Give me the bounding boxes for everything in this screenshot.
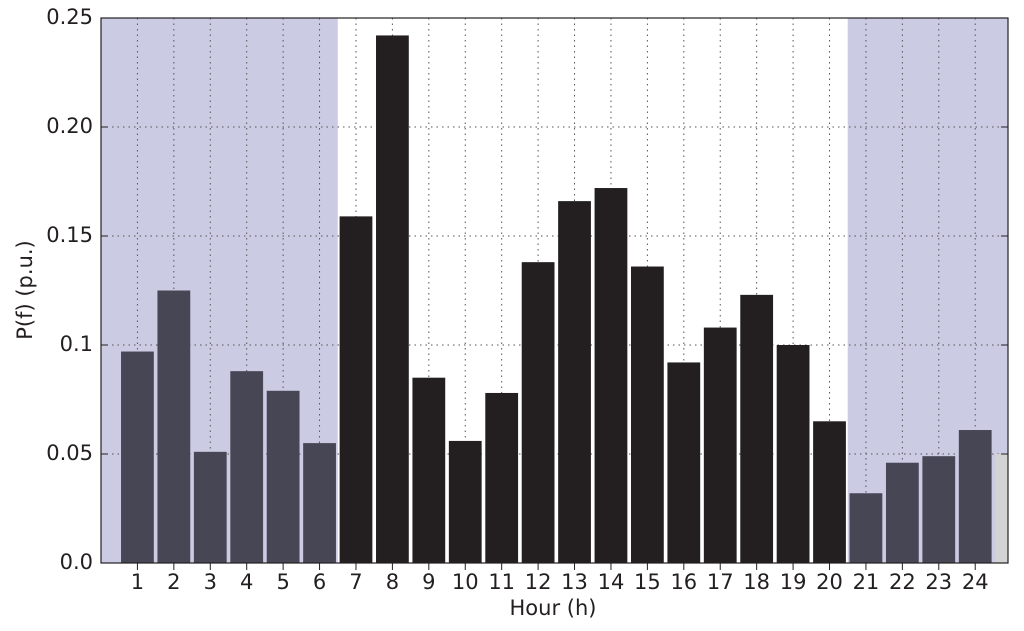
x-tick-label: 8	[386, 570, 399, 594]
bar	[412, 377, 446, 563]
y-tick-label: 0.20	[46, 114, 93, 138]
bar	[339, 216, 373, 563]
x-tick-label: 5	[276, 570, 289, 594]
x-tick-label: 24	[962, 570, 989, 594]
x-tick-label: 15	[634, 570, 661, 594]
y-tick-label: 0.05	[46, 441, 93, 465]
bar	[303, 443, 336, 563]
x-tick-label: 9	[422, 570, 435, 594]
bar	[740, 294, 774, 563]
x-axis-label: Hour (h)	[510, 596, 597, 620]
x-tick-label: 10	[452, 570, 479, 594]
bar	[266, 390, 300, 563]
bar	[193, 451, 227, 563]
x-tick-label: 6	[313, 570, 326, 594]
bar	[667, 362, 701, 563]
bar	[958, 430, 992, 563]
bar	[849, 493, 883, 563]
x-tick-label: 1	[131, 570, 144, 594]
x-tick-label: 22	[889, 570, 916, 594]
x-tick-label: 14	[598, 570, 625, 594]
bar	[703, 327, 737, 563]
y-tick-label: 0.25	[46, 5, 93, 29]
bar	[230, 371, 264, 563]
bar	[885, 462, 919, 563]
bar	[121, 351, 154, 563]
x-tick-label: 23	[925, 570, 952, 594]
bar	[485, 392, 519, 563]
x-tick-label: 7	[349, 570, 362, 594]
y-axis-label: P(f) (p.u.)	[13, 240, 37, 340]
x-tick-label: 16	[670, 570, 697, 594]
x-tick-label: 4	[240, 570, 253, 594]
bar	[448, 440, 482, 563]
x-tick-label: 20	[816, 570, 843, 594]
y-tick-label: 0.15	[46, 223, 93, 247]
x-tick-label: 19	[780, 570, 807, 594]
y-tick-label: 0.1	[60, 332, 93, 356]
axis-layer: 0.00.050.10.150.200.251 2 3 4 5 6 7 8 9 10 11 12 13 1…	[46, 5, 1009, 594]
bar	[630, 266, 664, 563]
bar	[813, 421, 846, 563]
bar	[776, 345, 810, 563]
bar	[558, 201, 591, 563]
x-tick-label: 17	[707, 570, 734, 594]
bar-layer	[121, 35, 1008, 563]
bar	[922, 456, 956, 563]
x-tick-label: 12	[525, 570, 552, 594]
plot-frame	[100, 17, 1009, 564]
x-tick-label: 11	[488, 570, 515, 594]
x-tick-label: 2	[167, 570, 180, 594]
bar	[157, 290, 191, 563]
bar	[594, 188, 628, 563]
bar	[521, 262, 555, 563]
bar	[376, 35, 409, 563]
bar	[995, 454, 1008, 563]
x-tick-label: 18	[743, 570, 770, 594]
x-tick-label: 3	[204, 570, 217, 594]
y-tick-label: 0.0	[60, 550, 93, 574]
x-tick-label: 21	[853, 570, 880, 594]
x-tick-label: 13	[561, 570, 588, 594]
